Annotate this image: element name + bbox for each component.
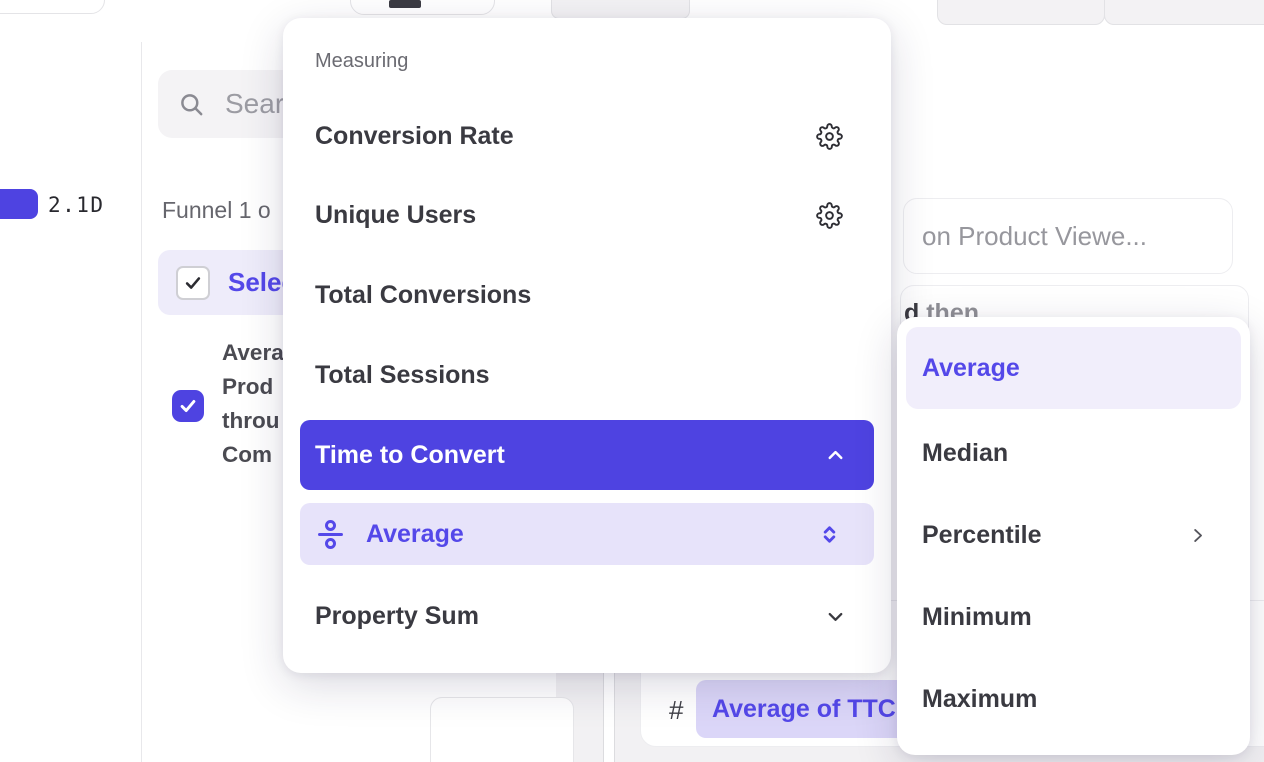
- numeric-type-label: #: [669, 695, 684, 725]
- step-checkbox[interactable]: [172, 390, 204, 422]
- step-description-line: Com: [222, 442, 272, 467]
- menu-item-conversion-rate[interactable]: Conversion Rate: [300, 106, 874, 166]
- event-select-field[interactable]: on Product Viewe...: [903, 198, 1233, 274]
- submenu-item-average[interactable]: Average: [906, 327, 1241, 409]
- panel-divider: [141, 42, 142, 762]
- top-gray-button-fragment: [551, 0, 690, 19]
- bar-value-label: 2.1D: [48, 193, 105, 217]
- gear-icon[interactable]: [816, 122, 843, 150]
- submenu-item-minimum[interactable]: Minimum: [922, 602, 1032, 631]
- search-icon: [181, 93, 203, 115]
- checkmark-icon: [185, 276, 201, 289]
- step-description-line: Avera: [222, 340, 284, 365]
- top-right-button-fragment-a: [937, 0, 1105, 25]
- chevron-right-icon: [1194, 528, 1202, 542]
- top-card-fragment: [350, 0, 495, 15]
- submenu-item-maximum[interactable]: Maximum: [922, 684, 1038, 713]
- menu-item-ttc-aggregation[interactable]: Average: [300, 503, 874, 565]
- menu-item-time-to-convert[interactable]: Time to Convert: [300, 420, 874, 490]
- chevron-up-icon: [828, 450, 843, 459]
- event-select-value: on Product Viewe...: [922, 220, 1147, 251]
- step-description: Avera Prod throu Com: [222, 336, 284, 472]
- funnel-bar-fragment: [0, 189, 38, 219]
- bottom-left-card-fragment: [430, 697, 574, 762]
- menu-item-total-sessions[interactable]: Total Sessions: [315, 360, 490, 389]
- search-placeholder: Sear: [225, 88, 285, 119]
- gear-icon[interactable]: [816, 201, 843, 229]
- metric-pill-label: Average of TTC: [712, 694, 896, 723]
- checkmark-icon: [180, 400, 196, 412]
- submenu-item-percentile[interactable]: Percentile: [897, 494, 1250, 576]
- average-icon: [318, 519, 343, 549]
- bottom-white-gap: [603, 673, 615, 762]
- step-description-line: Prod: [222, 374, 274, 399]
- menu-item-unique-users[interactable]: Unique Users: [300, 185, 874, 245]
- measuring-menu: Measuring Conversion Rate Unique Users T…: [283, 18, 891, 673]
- menu-item-property-sum[interactable]: Property Sum: [300, 586, 874, 646]
- chevron-up-down-icon: [823, 525, 836, 543]
- aggregation-submenu: Average Median Percentile Minimum Maximu…: [897, 317, 1250, 755]
- dark-toggle-fragment: [389, 0, 421, 8]
- submenu-item-median[interactable]: Median: [922, 438, 1009, 467]
- top-right-button-fragment-b: [1104, 0, 1264, 25]
- measuring-menu-header: Measuring: [315, 50, 409, 72]
- step-description-line: throu: [222, 408, 280, 433]
- chevron-down-icon: [828, 612, 843, 621]
- top-left-card-fragment: [0, 0, 105, 14]
- steps-checkbox[interactable]: [176, 265, 210, 300]
- menu-item-total-conversions[interactable]: Total Conversions: [315, 280, 532, 309]
- funnel-count-label: Funnel 1 o: [162, 197, 271, 223]
